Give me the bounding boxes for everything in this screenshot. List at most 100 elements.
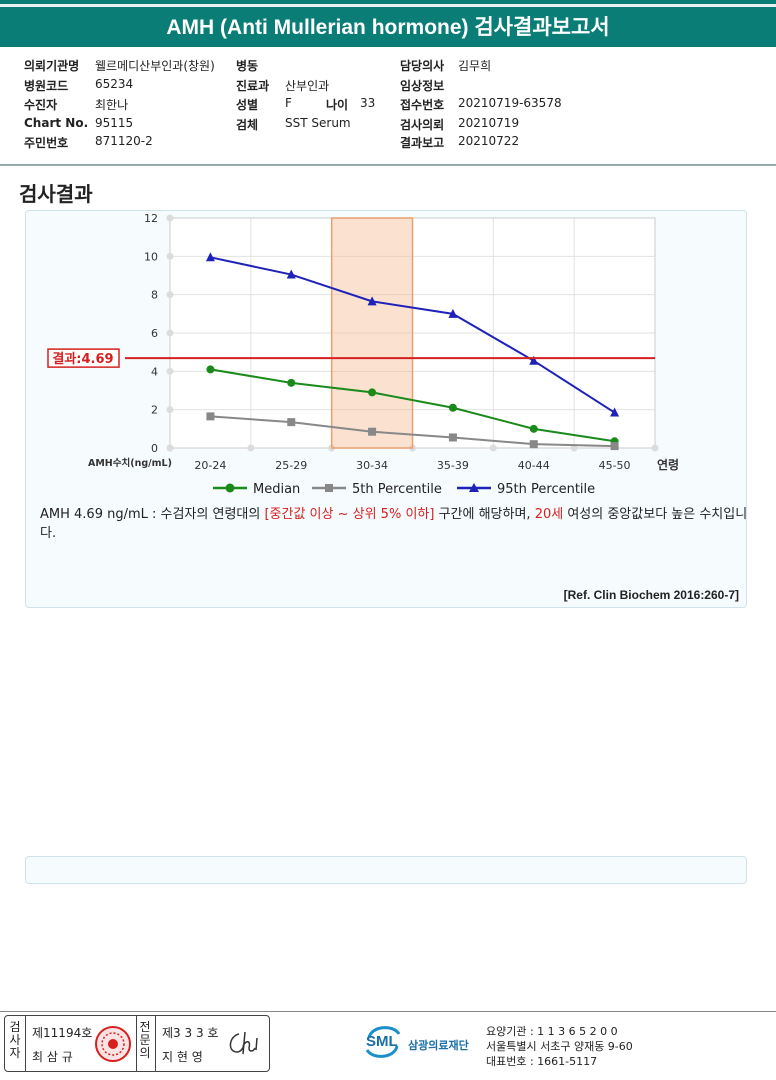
sml-org-name: 삼광의료재단 [408,1039,469,1052]
chart-lines [205,252,620,451]
grid-node [651,444,659,452]
legend-marker [325,484,333,492]
comment-range: [중간값 이상 ~ 상위 5% 이하] [264,507,435,522]
accession-value: 20210719-63578 [458,96,562,110]
age-value: 33 [360,96,376,110]
specialist-name: 지 현 영 [162,1050,203,1064]
grid-node [247,444,255,452]
median-point [287,378,296,387]
p95-point [529,355,539,365]
signature-box: 검사자 제11194호 최 삼 규 전문의 제3 3 3 호 지 현 영 [4,1015,270,1072]
specimen-label: 검체 [236,118,259,132]
sml-logo-icon [365,1026,401,1058]
patient-label: 수진자 [24,98,58,112]
sig-divider-3 [155,1016,156,1071]
y-tick-label: 0 [151,442,158,455]
patient-row: 수진자 최한나 [24,96,128,113]
section-title: 검사결과 [19,182,93,206]
grid-node [166,214,174,222]
request-date-label: 검사의뢰 [400,118,445,132]
p95-point [448,308,458,318]
chart-no-label: Chart No. [24,116,89,130]
grid-node [166,406,174,414]
median-point [368,388,377,397]
x-tick-label: 30-34 [356,459,388,472]
legend-marker [225,483,235,493]
x-tick-label: 45-50 [599,459,631,472]
clinical-info-row: 임상정보 [400,77,444,94]
sex-row: 성별 F [236,96,292,113]
department-value: 산부인과 [285,79,330,93]
chart-labels: 0 2 4 6 8 10 12 20-24 25-29 30-34 35-39 40-44 45-50 연… [88,212,679,472]
resident-no-row: 주민번호 871120-2 [24,134,153,151]
resident-no-label: 주민번호 [24,136,69,150]
chart-no-row: Chart No. 95115 [24,116,133,130]
comment-part2: 구간에 해당하며, [434,507,535,522]
accession-label: 접수번호 [400,98,445,112]
grid-node [166,367,174,375]
specialist-license: 제3 3 3 호 [162,1026,219,1040]
p5-point [610,442,619,451]
header-band [0,4,776,7]
y-tick-label: 2 [151,404,158,417]
legend-marker [469,483,479,492]
p5-point [368,427,377,436]
result-comment: AMH 4.69 ng/mL : 수검자의 연령대의 [중간값 이상 ~ 상위 … [40,505,755,543]
request-date-row: 검사의뢰 20210719 [400,116,519,133]
legend-label: 95th Percentile [497,482,595,497]
ward-row: 병동 [236,57,258,74]
p95-point [286,269,296,279]
institution-value: 웰르메디산부인과(창원) [95,59,215,73]
department-label: 진료과 [236,79,270,93]
doctor-value: 김무희 [458,59,492,73]
legend-label: Median [253,482,300,497]
chart-result: 결과:4.69 [47,348,655,368]
comment-part3: 여성의 중앙값보다 높은 수치입니다. [40,507,748,541]
series-line-5th-percentile [210,415,615,448]
result-label-box [47,348,120,368]
resident-no-value: 871120-2 [95,134,153,148]
report-date-row: 결과보고 20210722 [400,134,519,151]
hospital-code-row: 병원코드 65234 [24,77,133,94]
department-row: 진료과 산부인과 [236,77,329,94]
specimen-row: 검체 SST Serum [236,116,351,133]
examiner-license: 제11194호 [32,1026,93,1040]
doctor-row: 담당의사 김무희 [400,57,491,74]
accession-row: 접수번호 20210719-63578 [400,96,562,113]
grid-node [489,444,497,452]
x-axis-label: 연령 [657,457,679,472]
p5-point [448,433,457,442]
p95-point [610,407,620,417]
hospital-code-value: 65234 [95,77,134,91]
request-date-value: 20210719 [458,116,520,130]
institution-label: 의뢰기관명 [24,59,80,73]
comment-part1: AMH 4.69 ng/mL : 수검자의 연령대의 [40,507,265,522]
median-point [529,424,538,433]
ward-label: 병동 [236,59,259,73]
examiner-seal-icon [95,1026,131,1062]
doctor-label: 담당의사 [400,59,445,73]
report-date-value: 20210722 [458,134,520,148]
reference-citation: [Ref. Clin Biochem 2016:260-7] [563,588,739,602]
p5-point [287,418,296,427]
p95-point [205,252,215,262]
amh-chart: 결과:4.69 0 2 4 6 8 10 12 20-24 25-29 30-34 35-39 40-… [47,212,679,497]
sex-label: 성별 [236,98,259,112]
hospital-code-label: 병원코드 [24,79,69,93]
p5-point [206,412,215,421]
care-institution-code: 요양기관 : 1 1 3 6 5 2 0 0 [486,1025,618,1038]
legend-label: 5th Percentile [352,482,442,497]
age-label: 나이 [326,98,349,112]
patient-value: 최한나 [95,98,129,112]
y-axis-label: AMH수치(ng/mL) [88,457,172,469]
p5-point [529,440,538,449]
x-tick-label: 25-29 [275,459,307,472]
age-row: 나이 33 [326,96,375,113]
x-tick-label: 35-39 [437,459,469,472]
x-tick-label: 40-44 [518,459,550,472]
highlight-band-30-34 [330,217,414,449]
footer-divider [0,1011,776,1012]
y-tick-label: 12 [144,212,158,225]
grid-node [166,252,174,260]
chart-highlight [330,217,414,449]
